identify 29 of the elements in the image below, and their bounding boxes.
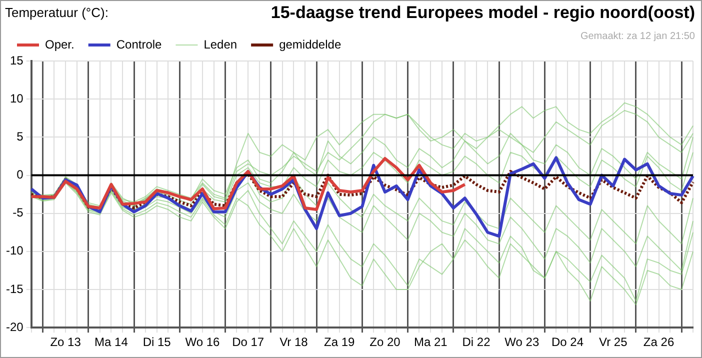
x-tick-label: Zo 20 <box>370 335 401 350</box>
x-tick-label: Za 26 <box>643 335 674 350</box>
x-tick-label: Wo 23 <box>504 335 540 350</box>
y-tick-label: -10 <box>6 244 24 258</box>
y-tick-label: 10 <box>10 91 24 106</box>
x-tick-label: Wo 16 <box>185 335 220 350</box>
x-tick-label: Di 15 <box>142 335 172 350</box>
y-tick-label: 0 <box>16 168 24 182</box>
text: Gemaakt: za 12 jan 21:50 <box>580 31 695 42</box>
x-tick-label: Ma 21 <box>414 335 448 350</box>
x-tick-label: Do 17 <box>232 335 264 350</box>
y-tick-label: -5 <box>12 206 24 220</box>
x-tick-label: Di 22 <box>462 335 491 350</box>
x-tick-label: Vr 18 <box>280 335 308 350</box>
y-axis-title: Temperatuur (°C): <box>5 5 108 20</box>
legend-label: Leden <box>204 37 238 52</box>
legend-label: Oper. <box>45 37 74 52</box>
x-tick-label: Za 19 <box>324 335 356 350</box>
y-tick-label: 5 <box>16 129 24 144</box>
chart-title: 15-daagse trend Europees model - regio noord(oost) <box>270 3 695 23</box>
y-tick-label: 15 <box>10 53 24 68</box>
y-tick-label: -20 <box>6 320 24 334</box>
legend-label: gemiddelde <box>279 37 342 52</box>
legend-label: Controle <box>116 37 162 52</box>
x-tick-label: Zo 13 <box>50 335 82 350</box>
y-tick-label: -15 <box>6 282 24 296</box>
x-tick-label: Vr 25 <box>599 335 628 350</box>
x-tick-label: Do 24 <box>552 335 584 350</box>
x-tick-label: Ma 14 <box>94 335 128 350</box>
